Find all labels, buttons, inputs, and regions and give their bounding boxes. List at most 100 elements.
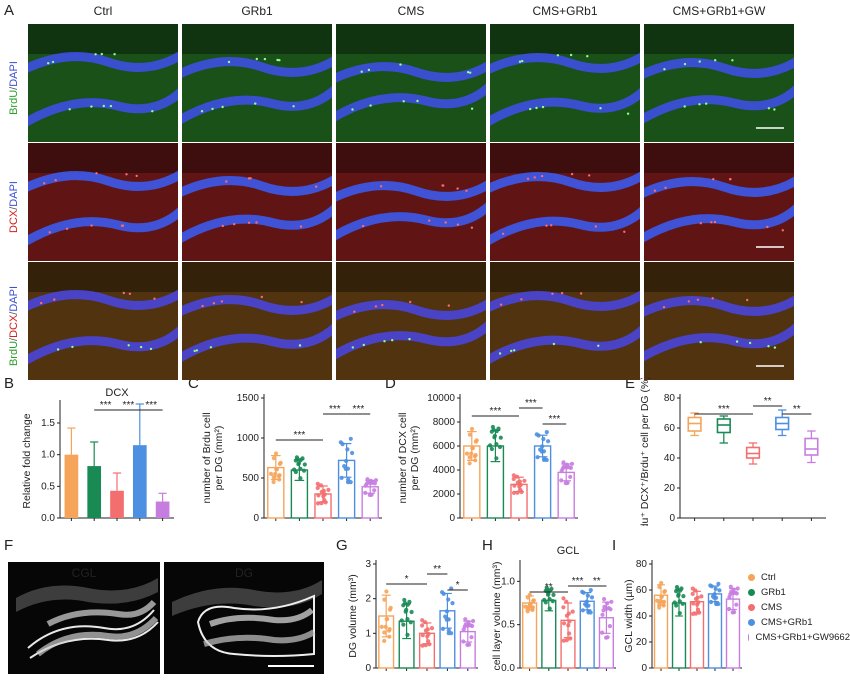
data-point [511, 476, 516, 482]
dapi-layer [336, 180, 486, 202]
legend-label: CMS [761, 602, 783, 613]
labelled-cell [48, 231, 51, 234]
data-point [370, 480, 376, 485]
data-point [464, 451, 470, 456]
panel-letter-c: C [188, 375, 199, 392]
labelled-cell [748, 341, 752, 345]
data-point [387, 627, 392, 632]
y-axis-label: GCL width (µm) [623, 579, 635, 652]
sig-label: *** [329, 404, 341, 415]
sig-label: ** [764, 396, 772, 407]
data-point [350, 450, 355, 456]
dapi-layer [182, 56, 332, 78]
data-point [691, 601, 696, 606]
labelled-cell [200, 110, 204, 113]
tissue-background [28, 24, 178, 142]
data-point [602, 597, 607, 602]
dapi-layer [182, 323, 332, 362]
data-point [450, 601, 455, 606]
data-point [560, 466, 565, 471]
data-point [449, 631, 454, 636]
panel-letter-a: A [4, 2, 15, 19]
micrograph-r3-c3 [336, 262, 486, 380]
labelled-cell [773, 108, 776, 111]
chart-e-brdu-dcx-ratio: 0 20 40 60 80 Brdu⁺ DCX⁺/Brdu⁺ cell per DG (%… [639, 378, 826, 526]
panel-letter-h: H [482, 537, 493, 554]
labelled-cell [122, 291, 126, 295]
y-tick-label: 20 [664, 483, 676, 494]
labelled-cell [221, 224, 224, 228]
labelled-cell [683, 105, 686, 108]
data-point [567, 619, 572, 624]
data-point [321, 488, 326, 493]
legend-entry: CMS+GRb1+GW9662 [748, 630, 850, 645]
data-point [404, 607, 409, 612]
data-point [271, 456, 276, 461]
labelled-cell [456, 187, 459, 190]
data-point [408, 620, 413, 625]
labelled-cell [545, 224, 548, 227]
data-point [695, 602, 700, 607]
labelled-cell [47, 62, 50, 65]
labelled-cell [729, 178, 732, 181]
data-point [294, 455, 299, 460]
data-point [446, 628, 451, 633]
dapi-layer [336, 321, 486, 360]
data-point [372, 488, 377, 493]
dg-histology-image: DG [164, 562, 324, 674]
data-point [463, 617, 468, 622]
micrograph-r1-c4 [490, 24, 640, 142]
dapi-layer [490, 171, 640, 193]
y-axis-label: number of DCX cellper DG (mm²) [397, 412, 421, 503]
data-point [564, 638, 569, 643]
y-tick-label: 1500 [237, 393, 260, 404]
labelled-cell [683, 62, 687, 66]
labelled-cell [469, 71, 472, 74]
dapi-layer [28, 51, 178, 73]
data-point [677, 599, 682, 604]
y-tick-label: 0 [449, 513, 455, 524]
data-point [462, 624, 467, 629]
dapi-layer [644, 295, 794, 317]
data-point [661, 603, 666, 608]
cgl-histology-image: CGL [8, 562, 160, 674]
data-point [298, 476, 303, 481]
data-point [323, 500, 328, 505]
chart-title: GCL [557, 545, 580, 557]
labelled-cell [139, 345, 143, 349]
tissue-background [336, 262, 486, 380]
labelled-cell [369, 104, 372, 107]
labelled-cell [391, 339, 394, 342]
y-tick-label: 60 [664, 423, 676, 434]
sig-label: *** [525, 398, 537, 409]
row-label-segment: DAPI [8, 61, 20, 87]
y-axis-label: cell layer volume (mm³) [491, 561, 503, 670]
data-point [427, 642, 432, 647]
column-title-cms-grb1: CMS+GRb1 [532, 4, 598, 18]
data-point [429, 626, 435, 631]
y-axis-label-line: number of Brdu cell [201, 412, 213, 503]
y-axis-label: number of Brdu cellper DG (mm²) [201, 412, 225, 503]
labelled-cell [227, 60, 231, 64]
data-point [580, 589, 585, 594]
row-label-segment: / [8, 337, 20, 341]
y-tick-label: 40 [636, 611, 648, 622]
data-point [674, 585, 680, 590]
labelled-cell [65, 227, 69, 230]
data-point [403, 601, 408, 606]
labelled-cell [68, 108, 71, 111]
data-point [566, 465, 572, 470]
labelled-cell [374, 305, 378, 308]
dapi-layer [490, 87, 640, 126]
data-point [583, 602, 588, 607]
y-tick-label: 0 [365, 663, 371, 674]
data-point [273, 451, 279, 456]
micrograph-r1-c5 [644, 24, 794, 142]
data-point [461, 639, 466, 644]
data-point [580, 608, 585, 613]
sig-label: * [405, 574, 409, 585]
row-label-segment: / [8, 206, 20, 210]
labelled-cell [698, 60, 701, 63]
